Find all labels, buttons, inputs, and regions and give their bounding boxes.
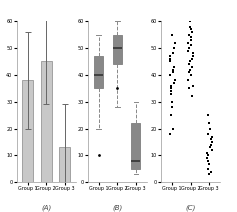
Point xyxy=(169,57,172,60)
Text: (B): (B) xyxy=(112,205,123,211)
Point xyxy=(171,68,175,71)
Point xyxy=(172,65,176,68)
Bar xyxy=(22,80,33,182)
Point xyxy=(171,127,175,130)
Point xyxy=(186,41,190,44)
Point xyxy=(208,127,211,130)
Point xyxy=(207,162,211,165)
Point xyxy=(191,54,195,58)
Point xyxy=(186,79,190,82)
Point xyxy=(172,46,175,50)
PathPatch shape xyxy=(113,35,122,64)
Point xyxy=(191,57,194,60)
Point xyxy=(209,138,213,141)
Point xyxy=(206,167,210,171)
Point xyxy=(187,71,191,74)
Point xyxy=(190,95,194,98)
Text: (A): (A) xyxy=(41,205,51,211)
PathPatch shape xyxy=(131,123,141,169)
Point xyxy=(210,140,214,144)
Point xyxy=(169,54,172,58)
Point xyxy=(173,79,177,82)
Point xyxy=(172,81,176,85)
Point xyxy=(210,135,214,138)
Point xyxy=(189,36,193,39)
Point xyxy=(190,65,194,68)
Point xyxy=(168,73,172,77)
Point xyxy=(191,84,195,87)
Point xyxy=(170,105,174,109)
Point xyxy=(169,89,172,93)
Point xyxy=(170,100,174,103)
Point xyxy=(172,71,175,74)
Point xyxy=(191,52,195,55)
Point xyxy=(210,148,214,152)
Point xyxy=(169,84,173,87)
Point xyxy=(205,156,209,160)
Point xyxy=(189,73,193,77)
Point xyxy=(208,121,211,125)
Point xyxy=(191,30,194,34)
Point xyxy=(206,132,210,136)
Point xyxy=(187,87,191,90)
Point xyxy=(173,41,177,44)
Point xyxy=(169,87,172,90)
Point xyxy=(171,52,175,55)
Point xyxy=(210,143,213,146)
Point xyxy=(168,60,172,63)
Point xyxy=(206,159,210,163)
Point xyxy=(187,49,190,52)
Bar xyxy=(59,147,70,182)
Point xyxy=(188,60,191,63)
Point xyxy=(206,154,210,157)
Bar xyxy=(41,61,52,182)
Point xyxy=(208,146,212,149)
Point xyxy=(187,46,191,50)
Point xyxy=(190,44,193,47)
Text: (C): (C) xyxy=(186,205,196,211)
Point xyxy=(209,170,213,173)
Point xyxy=(187,33,191,36)
Point xyxy=(169,113,173,117)
Point xyxy=(170,33,173,36)
Point xyxy=(189,38,193,42)
Point xyxy=(169,92,173,95)
Point xyxy=(207,173,210,176)
Point xyxy=(206,113,210,117)
Point xyxy=(188,20,191,23)
Point xyxy=(188,25,192,28)
PathPatch shape xyxy=(94,56,103,88)
Point xyxy=(187,63,191,66)
Point xyxy=(205,151,209,155)
Point xyxy=(189,68,192,71)
Point xyxy=(168,132,172,136)
Point xyxy=(189,28,192,31)
